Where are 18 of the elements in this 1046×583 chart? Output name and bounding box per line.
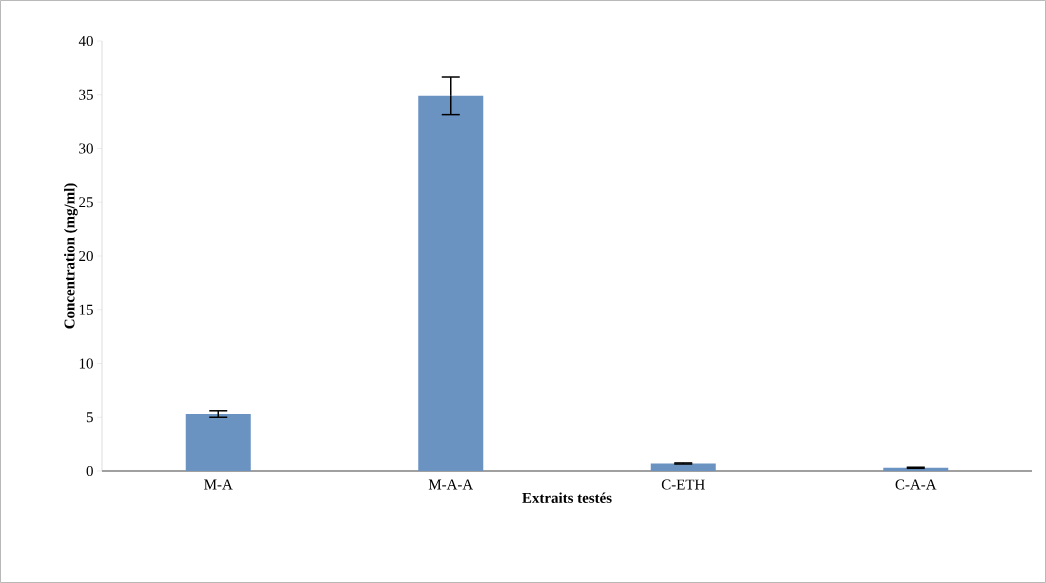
y-tick-label: 25 [79, 197, 93, 208]
y-tick-label: 10 [79, 358, 93, 369]
y-tick-label: 5 [86, 412, 93, 423]
y-tick-label: 20 [79, 250, 93, 262]
bar [185, 414, 251, 471]
bar [650, 463, 716, 471]
y-tick-label: 30 [79, 143, 93, 154]
y-tick-label: 15 [79, 304, 93, 315]
x-tick-label: C-A-A [895, 479, 937, 490]
x-tick-label: C-ETH [661, 479, 705, 490]
x-axis-title: Extraits testés [522, 492, 612, 503]
x-tick-label: M-A-A [428, 479, 474, 490]
y-axis-title: Concentration (mg/ml) [64, 183, 78, 329]
y-tick-label: 0 [86, 465, 93, 477]
bar [418, 95, 484, 471]
y-tick-label: 35 [79, 89, 93, 100]
x-tick-label: M-A [204, 479, 233, 490]
y-tick-label: 40 [78, 35, 93, 47]
